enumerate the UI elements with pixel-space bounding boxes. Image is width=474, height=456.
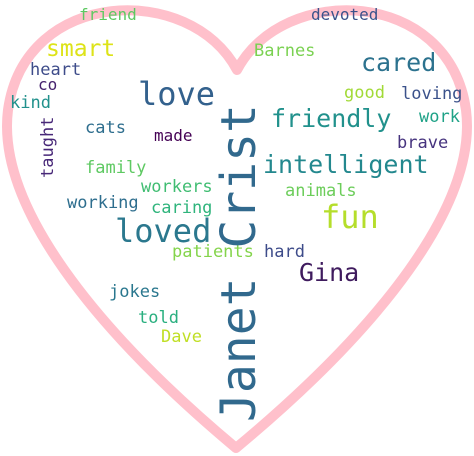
word-gina: Gina <box>299 258 360 287</box>
word-hard: hard <box>264 242 305 262</box>
word-fun: fun <box>321 198 379 236</box>
word-cared: cared <box>361 48 437 77</box>
word-loving: loving <box>401 84 463 104</box>
word-heart: heart <box>30 60 82 80</box>
word-jokes: jokes <box>109 282 161 302</box>
word-caring: caring <box>151 198 213 218</box>
word-devoted: devoted <box>311 5 379 24</box>
word-family: family <box>85 158 147 178</box>
word-barnes: Barnes <box>254 41 316 61</box>
word-intelligent: intelligent <box>263 150 429 179</box>
word-made: made <box>154 126 193 145</box>
word-loved: loved <box>115 212 212 250</box>
word-kind: kind <box>10 93 51 113</box>
word-janet-crist: Janet Crist <box>211 104 267 422</box>
word-taught: taught <box>38 116 58 178</box>
word-told: told <box>138 308 179 328</box>
word-work: work <box>419 107 460 127</box>
word-brave: brave <box>397 133 449 153</box>
word-co: co <box>38 75 58 94</box>
word-cats: cats <box>85 118 126 138</box>
word-dave: Dave <box>161 327 202 347</box>
word-patients: patients <box>172 242 254 262</box>
word-smart: smart <box>46 36 116 62</box>
word-animals: animals <box>285 181 357 201</box>
word-workers: workers <box>141 177 213 197</box>
word-good: good <box>344 83 385 103</box>
word-friendly: friendly <box>271 104 392 133</box>
word-love: love <box>138 75 216 113</box>
word-working: working <box>67 193 139 213</box>
word-friend: friend <box>79 5 137 24</box>
